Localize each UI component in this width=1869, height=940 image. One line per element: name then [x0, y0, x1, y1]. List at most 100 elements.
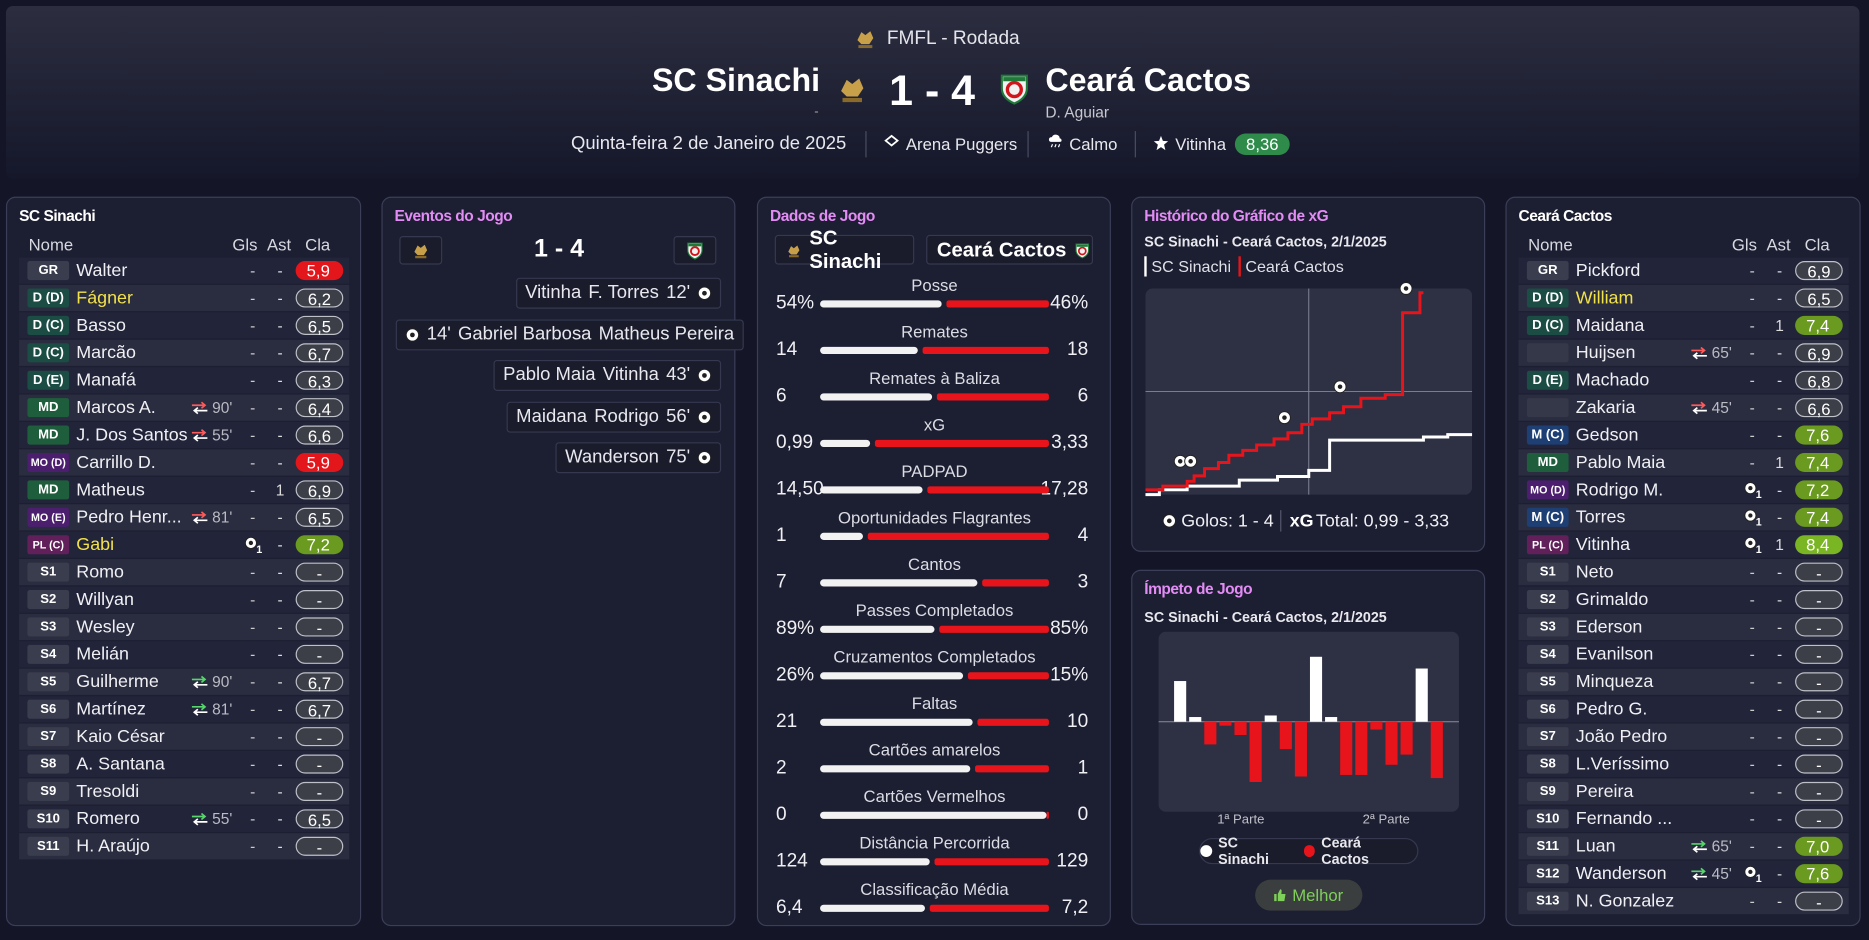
stat-name: Posse [911, 275, 958, 295]
goals: - [250, 261, 256, 280]
position-badge: S12 [1526, 864, 1569, 884]
away-manager: D. Aguiar [1045, 103, 1110, 121]
ball-patch [410, 331, 415, 337]
match-date: Quinta-feira 2 de Janeiro de 2025 [571, 133, 847, 154]
arrow [192, 516, 208, 524]
player-row [1518, 750, 1849, 778]
momentum-bar [1385, 721, 1398, 765]
player-row [1518, 421, 1849, 449]
position: D (C) [32, 345, 64, 360]
event-item: 14' Gabriel Barbosa Matheus Pereira [395, 318, 744, 350]
player-name: Rodrigo M. [1575, 479, 1664, 501]
column-header: Gls [1731, 234, 1757, 254]
player-row [19, 476, 350, 504]
player-name: A. Santana [76, 753, 165, 775]
position: PL (C) [1532, 538, 1564, 551]
rating: 7,6 [1806, 424, 1830, 445]
player-row [19, 504, 350, 531]
momentum-bar [1370, 721, 1383, 730]
momentum-bar [1400, 721, 1413, 755]
assists: 1 [1775, 535, 1784, 554]
arrow [192, 434, 208, 442]
goals: - [250, 700, 256, 719]
goals: 1 [1755, 543, 1762, 556]
panel-title: Histórico do Gráfico de xG [1144, 206, 1329, 225]
substitution-icon [191, 812, 208, 826]
goals: - [1749, 892, 1755, 911]
rating-pill: 6,9 [1795, 261, 1843, 281]
rating: 6,7 [307, 343, 332, 363]
rating-pill: - [1795, 891, 1843, 911]
goals: - [250, 563, 256, 582]
icon [1153, 135, 1169, 151]
separator [1027, 131, 1029, 158]
position-badge: GR [1526, 261, 1569, 281]
player-row [19, 257, 350, 284]
player-row [1518, 668, 1849, 695]
panel-title: Ceará Cactos [1518, 206, 1613, 225]
home-team: SC Sinachi [651, 62, 821, 99]
ball-patch [248, 540, 254, 546]
player-name: Luan [1575, 836, 1616, 857]
assists: - [277, 371, 283, 390]
rating: - [1816, 782, 1822, 802]
legend-label: SC Sinachi [1218, 834, 1270, 868]
goals: - [250, 755, 256, 773]
player-row [19, 696, 350, 723]
column-header: Nome [28, 234, 74, 254]
player-name: Carrillo D. [76, 452, 156, 473]
player-name: Wanderson [1575, 863, 1667, 884]
rating-pill: 6,9 [295, 480, 344, 500]
goals: - [250, 618, 256, 636]
xg-summary: Total: 0,99 - 3,33 [1315, 510, 1450, 532]
event-player: Rodrigo [594, 405, 659, 427]
goals: - [1749, 590, 1755, 609]
assists: - [277, 645, 283, 664]
separator [1134, 131, 1136, 158]
player-name: Melián [76, 644, 129, 665]
player-row [1518, 778, 1849, 805]
momentum-bar [1294, 721, 1307, 777]
rating: - [316, 618, 323, 638]
goals: - [250, 453, 256, 472]
rating-pill: - [1795, 590, 1843, 610]
momentum-bar [1355, 721, 1368, 775]
position-badge: D (D) [1526, 288, 1569, 308]
badge-ring [689, 246, 700, 257]
position: S8 [1539, 756, 1556, 772]
rating-pill: 6,7 [295, 343, 344, 363]
player-name: Romero [76, 808, 140, 830]
player-name: Basso [76, 315, 126, 336]
rating: 6,9 [1807, 261, 1831, 281]
position: S5 [1539, 674, 1556, 689]
rating: 6,6 [1807, 398, 1831, 418]
stat-bar-home [820, 811, 1047, 819]
goal-icon [697, 368, 712, 383]
goals: - [250, 426, 256, 445]
position-badge: M (C) [1526, 425, 1569, 445]
goals: - [250, 371, 256, 390]
rating: - [316, 837, 323, 857]
momentum-panel: Ímpeto de Jogo SC Sinachi - Ceará Cactos,… [1131, 569, 1486, 925]
stat-away: 129 [1056, 851, 1089, 872]
chart-subtitle: SC Sinachi - Ceará Cactos, 2/1/2025 [1144, 609, 1387, 626]
player-row [1518, 805, 1849, 832]
rating-pill: 6,7 [295, 699, 344, 719]
badge-base [842, 97, 862, 103]
home-manager: - [814, 104, 819, 120]
goals: - [1749, 672, 1755, 691]
button[interactable]: Melhor [1255, 879, 1363, 911]
position-badge: S1 [27, 562, 70, 582]
position: MO (D) [1530, 483, 1566, 496]
player-row [19, 641, 350, 668]
rating-pill: 6,9 [1795, 343, 1843, 363]
icon [1274, 889, 1286, 902]
badge-base [858, 45, 873, 49]
arrow [192, 818, 208, 826]
goals: - [1749, 755, 1755, 773]
stat-name: PADPAD [901, 461, 968, 481]
position: S10 [1536, 811, 1560, 827]
position: M (C) [1531, 427, 1565, 443]
event-minute: 14' [426, 323, 451, 344]
